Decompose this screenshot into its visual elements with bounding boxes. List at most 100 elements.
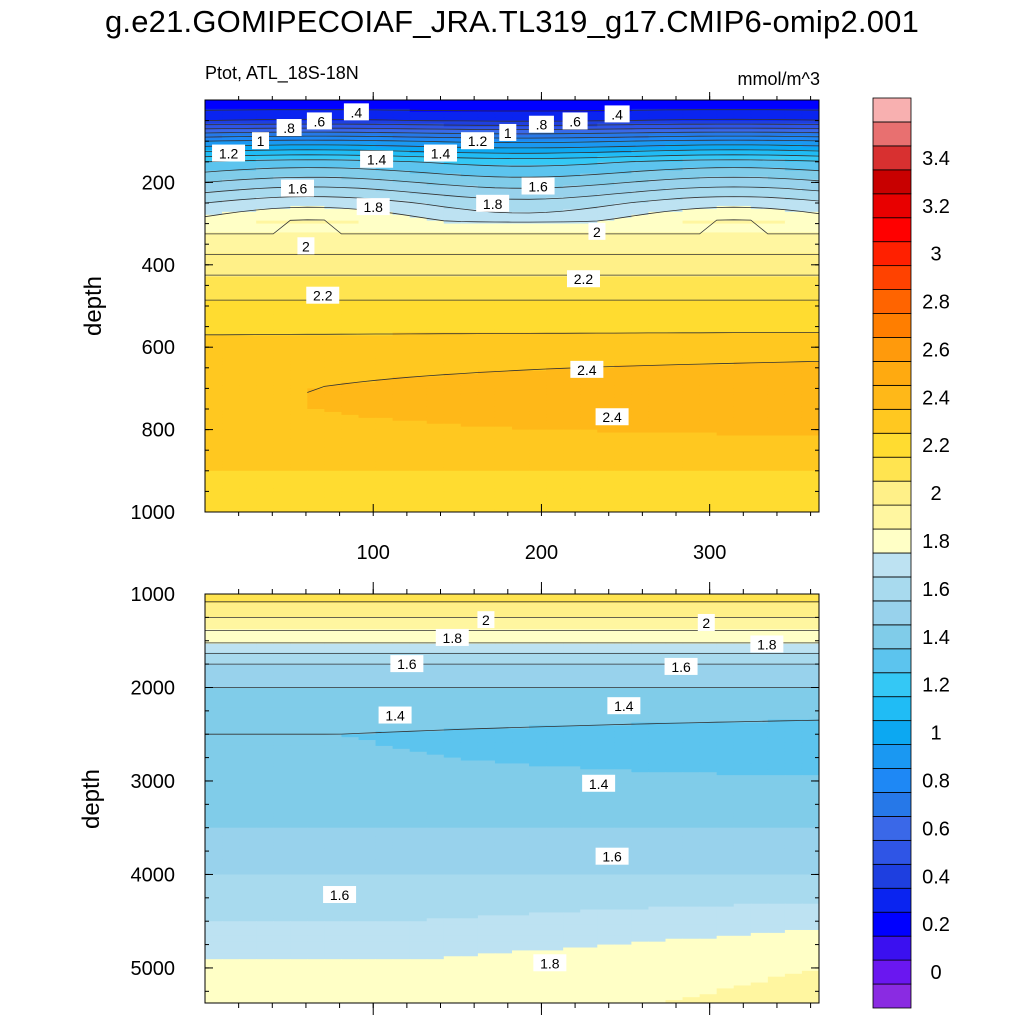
field-cell [648,244,667,248]
field-cell [341,194,360,198]
field-cell [222,426,240,431]
field-cell [256,150,274,154]
field-cell [648,403,667,407]
field-cell [426,276,445,281]
field-cell [699,167,718,172]
field-cell [426,205,445,210]
field-cell [358,303,377,307]
field-cell [801,320,819,325]
field-cell [631,438,650,442]
field-cell [409,441,428,445]
field-cell [324,350,343,354]
field-cell [546,311,564,316]
field-cell [205,461,223,466]
field-cell [426,267,445,272]
field-cell [273,497,291,501]
field-cell [358,261,377,266]
field-cell [256,409,274,413]
field-cell [426,220,445,225]
field-cell [290,111,308,116]
field-cell [426,114,445,119]
field-cell [716,453,735,457]
field-cell [665,185,684,189]
field-cell [460,456,479,460]
field-cell [801,438,819,442]
field-cell [733,376,752,381]
field-cell [563,288,581,292]
field-cell [494,241,513,245]
field-cell [290,441,308,445]
field-cell [256,238,274,242]
field-cell [341,203,360,207]
field-cell [648,276,667,281]
field-cell [460,314,479,319]
field-cell [733,485,752,490]
field-cell [733,214,752,219]
field-cell [512,394,530,398]
field-cell [222,506,240,510]
field-cell [512,247,530,251]
field-cell [341,191,360,195]
field-cell [256,447,274,451]
field-cell [426,161,445,166]
field-cell [631,306,650,310]
field-cell [682,144,701,148]
field-cell [494,191,513,195]
field-cell [699,197,718,201]
field-cell [239,370,257,375]
field-cell [750,338,769,342]
field-cell [682,285,701,289]
field-cell [324,341,343,345]
field-cell [358,500,377,504]
field-cell [733,391,752,395]
field-cell [563,176,581,181]
field-cell [460,255,479,260]
field-cell [392,188,411,192]
field-cell [529,306,547,310]
field-cell [239,135,257,139]
field-cell [597,326,615,331]
field-cell [614,376,632,381]
field-cell [699,438,718,442]
field-cell [409,288,428,292]
field-cell [375,182,394,186]
field-cell [699,150,718,154]
field-cell [375,435,394,440]
field-cell [563,323,581,328]
field-cell [767,255,786,260]
field-cell [222,205,240,210]
field-cell [256,432,274,437]
field-cell [256,123,274,128]
field-cell [477,479,496,484]
field-cell [563,291,581,295]
field-cell [460,329,479,334]
field-cell [733,459,752,463]
field-cell [682,391,701,395]
field-cell [580,238,598,242]
field-cell [580,241,598,245]
field-cell [716,123,735,128]
field-cell [512,161,530,166]
field-cell [750,382,769,387]
field-cell [801,414,819,419]
field-cell [239,488,257,492]
field-cell [665,323,684,328]
field-cell [529,173,547,178]
field-cell [358,120,377,125]
field-cell [614,314,632,319]
field-cell [546,479,564,484]
field-cell [784,406,803,410]
field-cell [648,464,667,469]
field-cell [631,435,650,440]
field-cell [477,435,496,440]
field-cell [256,329,274,334]
field-cell [409,208,428,213]
field-cell [580,211,598,216]
field-cell [375,279,394,284]
field-cell [682,397,701,401]
field-cell [801,432,819,437]
field-cell [290,394,308,398]
field-cell [341,367,360,372]
field-cell [682,367,701,372]
field-cell [750,311,769,316]
